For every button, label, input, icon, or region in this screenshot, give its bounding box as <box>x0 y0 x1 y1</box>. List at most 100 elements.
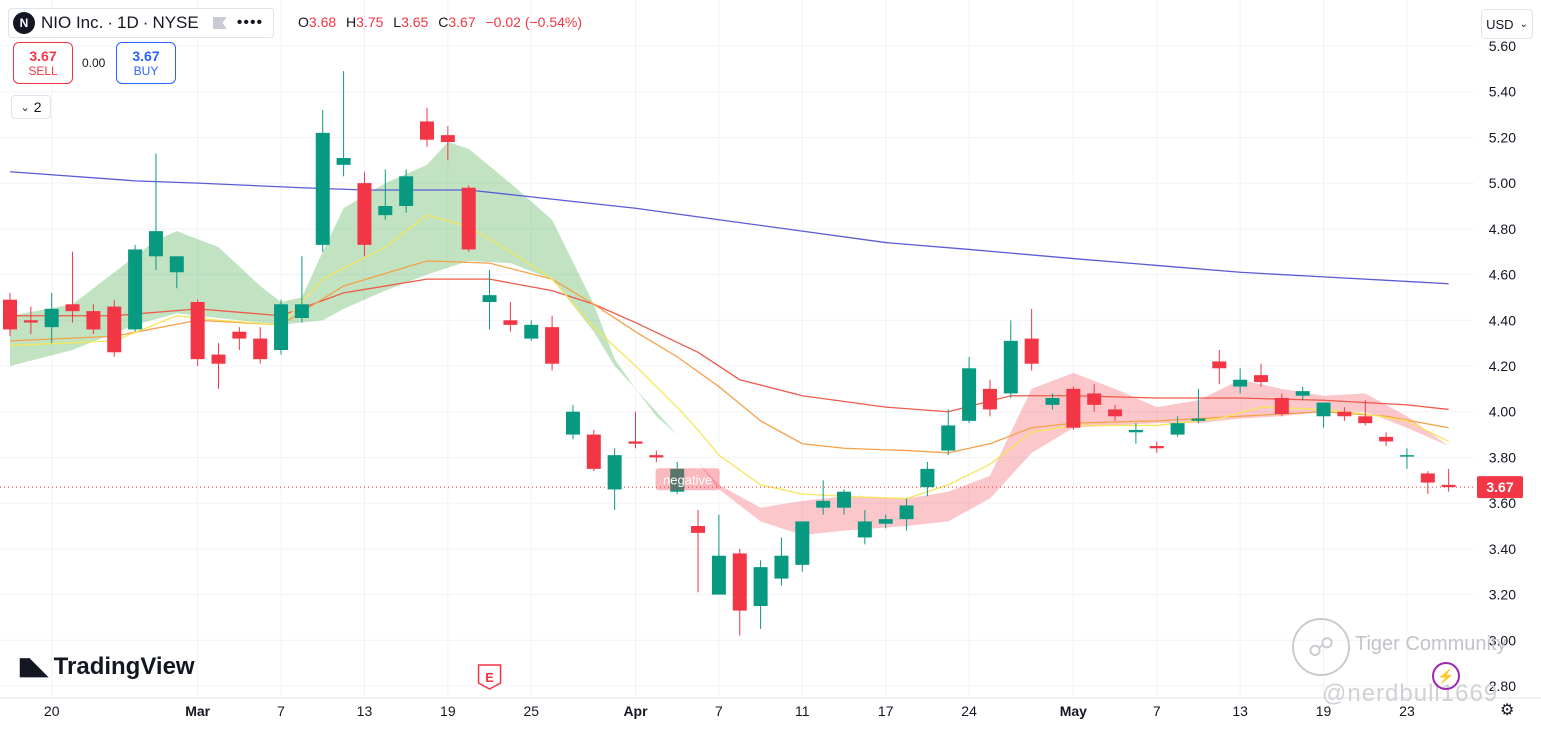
candle-body <box>399 176 414 206</box>
candle-body <box>1420 473 1435 483</box>
high-label: H <box>346 14 357 30</box>
candle-body <box>774 555 789 579</box>
last-price-badge <box>1477 476 1523 499</box>
candle-body <box>1441 484 1456 488</box>
candle-body <box>1379 436 1394 442</box>
candle-body <box>148 231 163 257</box>
x-tick-label: 25 <box>523 703 539 719</box>
candle-body <box>420 121 434 140</box>
bullish-cloud <box>10 142 678 435</box>
indicators-count: 2 <box>33 99 42 115</box>
low-label: L <box>393 14 402 30</box>
candle-body <box>982 388 997 410</box>
separator-dot-2: · <box>142 13 149 32</box>
candle-body <box>565 411 580 435</box>
y-tick-label: 3.60 <box>1489 495 1516 511</box>
candle-body <box>1170 423 1185 435</box>
candle-body <box>962 368 977 421</box>
x-tick-label: 23 <box>1399 703 1415 719</box>
candle-body <box>753 567 768 606</box>
candle-body <box>920 468 935 488</box>
interval-label: 1D <box>117 13 139 32</box>
y-tick-label: 5.60 <box>1489 38 1516 54</box>
indicators-toggle[interactable]: ⌄ 2 <box>11 95 51 119</box>
more-dots-icon[interactable]: •••• <box>236 14 264 31</box>
candle-body <box>1003 340 1018 394</box>
open-value: 3.68 <box>308 14 337 30</box>
candle-body <box>1108 409 1123 417</box>
candle-body <box>941 425 956 451</box>
candle-body <box>482 295 497 302</box>
candle-body <box>1128 430 1143 433</box>
price-axis[interactable] <box>1474 0 1541 698</box>
y-tick-label: 5.20 <box>1489 129 1516 145</box>
candle-body <box>378 206 393 216</box>
open-label: O <box>298 14 309 30</box>
candle-body <box>607 455 622 490</box>
buy-price: 3.67 <box>132 48 160 64</box>
currency-select[interactable]: USD ⌄ <box>1481 9 1533 39</box>
candle-body <box>878 519 893 524</box>
buy-button[interactable]: 3.67 BUY <box>116 42 176 84</box>
candle-body <box>440 135 455 142</box>
candle-body <box>816 500 831 508</box>
candle-body <box>65 304 80 312</box>
candle-body <box>211 354 226 364</box>
y-tick-label: 3.40 <box>1489 541 1516 557</box>
candle-body <box>503 320 518 325</box>
y-tick-label: 4.00 <box>1489 404 1516 420</box>
candle-body <box>3 299 17 330</box>
flag-icon[interactable] <box>212 17 227 29</box>
candle-body <box>357 183 372 245</box>
candle-body <box>169 256 184 273</box>
exchange-label: NYSE <box>152 13 199 32</box>
x-tick-label: Apr <box>623 703 648 719</box>
candle-body <box>545 327 560 364</box>
candle-body <box>23 320 38 323</box>
candle-body <box>795 521 810 565</box>
candle-body <box>857 521 872 538</box>
candle-body <box>649 455 664 458</box>
sentiment-text: negative <box>663 472 712 487</box>
settings-gear-icon[interactable]: ⚙ <box>1500 702 1515 719</box>
candle-body <box>1066 388 1081 428</box>
change-value: −0.02 (−0.54%) <box>485 14 583 30</box>
sell-button[interactable]: 3.67 SELL <box>13 42 73 84</box>
x-tick-label: 24 <box>961 703 977 719</box>
y-tick-label: 4.20 <box>1489 358 1516 374</box>
x-tick-label: 13 <box>1232 703 1248 719</box>
symbol-name: NIO Inc. <box>41 13 104 32</box>
tradingview-brand: TradingView <box>53 652 195 680</box>
y-tick-label: 3.80 <box>1489 449 1516 465</box>
candle-body <box>128 249 143 330</box>
x-tick-label: 11 <box>795 703 810 719</box>
chevron-down-icon: ⌄ <box>20 101 30 114</box>
y-tick-label: 4.80 <box>1489 221 1516 237</box>
y-tick-label: 5.40 <box>1489 84 1516 100</box>
candle-body <box>336 158 351 165</box>
candle-body <box>1024 338 1039 364</box>
earnings-marker-icon[interactable] <box>477 664 502 690</box>
candle-body <box>1274 398 1289 414</box>
candle-body <box>586 434 601 469</box>
candle-body <box>524 324 539 339</box>
sentiment-badge <box>655 468 720 491</box>
candle-body <box>253 338 268 360</box>
candle-body <box>1337 411 1352 417</box>
candle-body <box>1295 391 1310 396</box>
symbol-header[interactable]: N NIO Inc. · 1D · NYSE •••• <box>8 8 275 38</box>
x-tick-label: 19 <box>1316 703 1332 719</box>
ma-line-ma200 <box>9 171 1449 285</box>
last-price-label: 3.67 <box>1486 479 1513 495</box>
candle-body <box>691 526 706 533</box>
sell-label: SELL <box>28 64 58 78</box>
high-value: 3.75 <box>356 14 384 30</box>
earnings-marker-label: E <box>485 670 494 685</box>
x-tick-label: 7 <box>277 703 285 719</box>
tradingview-logo[interactable]: ▮◣ TradingView <box>18 652 195 681</box>
candle-body <box>190 302 205 360</box>
candle-body <box>1233 379 1248 387</box>
lightning-icon[interactable]: ⚡ <box>1432 662 1460 690</box>
ma-line-ma20 <box>9 260 1449 454</box>
